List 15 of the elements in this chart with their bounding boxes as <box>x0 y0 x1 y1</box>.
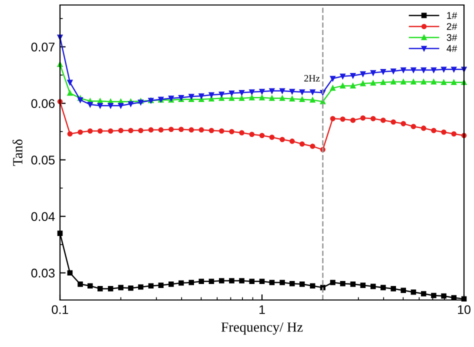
x-tick-label: 1 <box>259 305 265 314</box>
y-tick-label: 0.05 <box>31 156 55 164</box>
legend-label: 1# <box>447 12 458 19</box>
y-tick-label: 0.07 <box>31 42 55 52</box>
x-tick-label: 10 <box>458 305 470 314</box>
legend-label: 3# <box>446 34 458 41</box>
y-axis-title: Tanδ <box>12 139 22 166</box>
legend-label: 2# <box>446 23 458 30</box>
ref-line-label: 2Hz <box>304 75 320 82</box>
legend-label: 4# <box>446 45 458 52</box>
y-tick-label: 0.06 <box>31 99 55 108</box>
y-tick-label: 0.03 <box>31 268 55 278</box>
y-tick-label: 0.04 <box>31 212 55 222</box>
x-tick-label: 0.1 <box>52 305 68 314</box>
x-axis-title: Frequency/ Hz <box>221 322 303 335</box>
